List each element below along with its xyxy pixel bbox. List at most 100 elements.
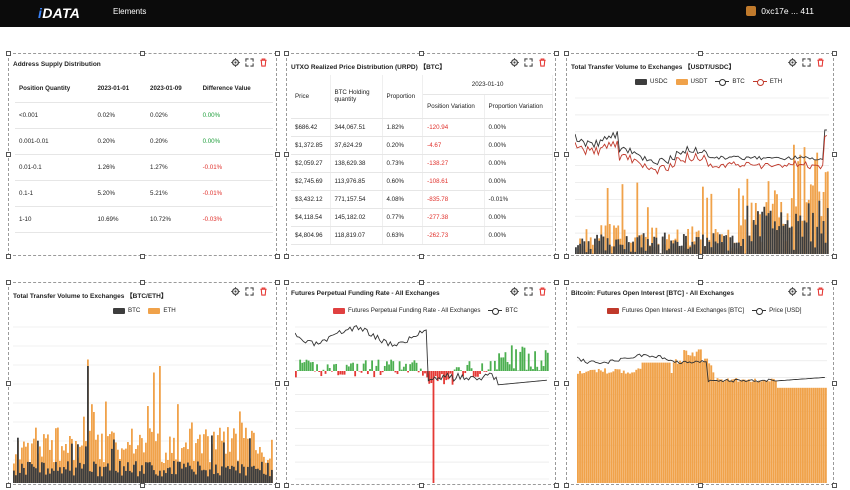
- resize-handle[interactable]: [5, 381, 11, 386]
- resize-handle[interactable]: [563, 482, 569, 488]
- resize-handle[interactable]: [140, 279, 145, 285]
- table-row[interactable]: $4,804.96 118,819.07 0.63% -262.73 0.00%: [291, 226, 554, 245]
- legend-item[interactable]: BTC: [715, 78, 745, 86]
- nav-elements[interactable]: Elements: [113, 7, 147, 16]
- column-header[interactable]: Proportion Variation: [484, 94, 554, 119]
- gear-icon[interactable]: [231, 287, 240, 296]
- resize-handle[interactable]: [831, 253, 837, 259]
- resize-handle[interactable]: [418, 50, 424, 56]
- table-row[interactable]: $2,745.69 113,976.85 0.60% -108.61 0.00%: [291, 172, 554, 191]
- gear-icon[interactable]: [231, 58, 240, 67]
- legend-item[interactable]: Futures Perpetual Funding Rate - All Exc…: [333, 307, 480, 314]
- panel-address-supply[interactable]: Address Supply Distribution Position Qua…: [5, 50, 280, 259]
- gear-icon[interactable]: [510, 58, 519, 67]
- panel-transfer-btc-eth[interactable]: Total Transfer Volume to Exchanges 【BTC/…: [5, 279, 280, 488]
- resize-handle[interactable]: [5, 482, 11, 488]
- legend-item[interactable]: ETH: [752, 78, 782, 86]
- resize-handle[interactable]: [563, 253, 569, 259]
- delete-icon[interactable]: [259, 287, 268, 296]
- resize-handle[interactable]: [274, 279, 280, 285]
- resize-handle[interactable]: [274, 152, 280, 157]
- resize-handle[interactable]: [563, 279, 569, 285]
- expand-icon[interactable]: [524, 58, 533, 67]
- column-header[interactable]: Price: [291, 75, 331, 119]
- table-row[interactable]: $686.42 344,067.51 1.82% -120.94 0.00%: [291, 118, 554, 137]
- resize-handle[interactable]: [831, 152, 837, 157]
- delete-icon[interactable]: [538, 287, 547, 296]
- expand-icon[interactable]: [245, 58, 254, 67]
- delete-icon[interactable]: [816, 58, 825, 67]
- table-row[interactable]: <0.001 0.02% 0.02% 0.00%: [15, 102, 273, 129]
- gear-icon[interactable]: [788, 287, 797, 296]
- legend-item[interactable]: Futures Open Interest - All Exchanges [B…: [607, 307, 744, 314]
- column-header[interactable]: 2023-01-01: [93, 76, 147, 103]
- resize-handle[interactable]: [831, 482, 837, 488]
- resize-handle[interactable]: [418, 482, 424, 488]
- resize-handle[interactable]: [283, 279, 289, 285]
- panel-funding-rate[interactable]: Futures Perpetual Funding Rate - All Exc…: [283, 279, 559, 488]
- resize-handle[interactable]: [563, 50, 569, 56]
- expand-icon[interactable]: [245, 287, 254, 296]
- resize-handle[interactable]: [831, 50, 837, 56]
- resize-handle[interactable]: [831, 381, 837, 386]
- resize-handle[interactable]: [553, 381, 559, 386]
- resize-handle[interactable]: [697, 253, 703, 259]
- delete-icon[interactable]: [538, 58, 547, 67]
- legend-item[interactable]: BTC: [113, 307, 140, 314]
- legend-item[interactable]: ETH: [148, 307, 176, 314]
- resize-handle[interactable]: [553, 152, 559, 157]
- resize-handle[interactable]: [418, 253, 424, 259]
- column-header[interactable]: Position Quantity: [15, 76, 94, 103]
- resize-handle[interactable]: [5, 253, 11, 259]
- column-header[interactable]: Position Variation: [422, 94, 485, 119]
- column-header[interactable]: Difference Value: [198, 76, 273, 103]
- table-row[interactable]: $2,059.27 138,629.38 0.73% -138.27 0.00%: [291, 154, 554, 173]
- column-header[interactable]: 2023-01-09: [146, 76, 199, 103]
- resize-handle[interactable]: [697, 482, 703, 488]
- panel-urpd[interactable]: UTXO Realized Price Distribution (URPD) …: [283, 50, 559, 259]
- resize-handle[interactable]: [274, 253, 280, 259]
- table-row[interactable]: 0.001-0.01 0.20% 0.20% 0.00%: [15, 128, 273, 155]
- resize-handle[interactable]: [553, 253, 559, 259]
- table-row[interactable]: $3,432.12 771,157.54 4.08% -835.78 -0.01%: [291, 190, 554, 209]
- legend-item[interactable]: Price [USD]: [752, 307, 801, 315]
- resize-handle[interactable]: [5, 279, 11, 285]
- expand-icon[interactable]: [802, 58, 811, 67]
- resize-handle[interactable]: [553, 50, 559, 56]
- resize-handle[interactable]: [553, 279, 559, 285]
- legend-item[interactable]: BTC: [488, 307, 518, 315]
- resize-handle[interactable]: [831, 279, 837, 285]
- resize-handle[interactable]: [283, 50, 289, 56]
- column-header[interactable]: BTC Holding quantity: [330, 75, 383, 119]
- resize-handle[interactable]: [283, 152, 289, 157]
- resize-handle[interactable]: [563, 152, 569, 157]
- gear-icon[interactable]: [788, 58, 797, 67]
- column-header[interactable]: Proportion: [382, 75, 424, 119]
- resize-handle[interactable]: [274, 50, 280, 56]
- expand-icon[interactable]: [524, 287, 533, 296]
- resize-handle[interactable]: [140, 253, 145, 259]
- resize-handle[interactable]: [283, 381, 289, 386]
- resize-handle[interactable]: [283, 253, 289, 259]
- table-row[interactable]: 0.1-1 5.20% 5.21% -0.01%: [15, 180, 273, 207]
- resize-handle[interactable]: [5, 152, 11, 157]
- resize-handle[interactable]: [140, 482, 145, 488]
- table-row[interactable]: $4,118.54 145,182.02 0.77% -277.38 0.00%: [291, 208, 554, 227]
- delete-icon[interactable]: [816, 287, 825, 296]
- resize-handle[interactable]: [5, 50, 11, 56]
- app-logo[interactable]: iDATA: [38, 5, 81, 21]
- table-row[interactable]: 1-10 10.69% 10.72% -0.03%: [15, 206, 273, 233]
- legend-item[interactable]: USDC: [635, 78, 668, 85]
- gear-icon[interactable]: [510, 287, 519, 296]
- table-row[interactable]: $1,372.85 37,624.29 0.20% -4.67 0.00%: [291, 136, 554, 155]
- panel-transfer-usdt-usdc[interactable]: Total Transfer Volume to Exchanges 【USDT…: [563, 50, 837, 259]
- resize-handle[interactable]: [697, 50, 703, 56]
- panel-open-interest[interactable]: Bitcoin: Futures Open Interest [BTC] - A…: [563, 279, 837, 488]
- wallet-button[interactable]: 0xc17e ... 411: [746, 6, 814, 16]
- resize-handle[interactable]: [563, 381, 569, 386]
- table-row[interactable]: 0.01-0.1 1.26% 1.27% -0.01%: [15, 154, 273, 181]
- resize-handle[interactable]: [418, 279, 424, 285]
- resize-handle[interactable]: [697, 279, 703, 285]
- resize-handle[interactable]: [274, 381, 280, 386]
- expand-icon[interactable]: [802, 287, 811, 296]
